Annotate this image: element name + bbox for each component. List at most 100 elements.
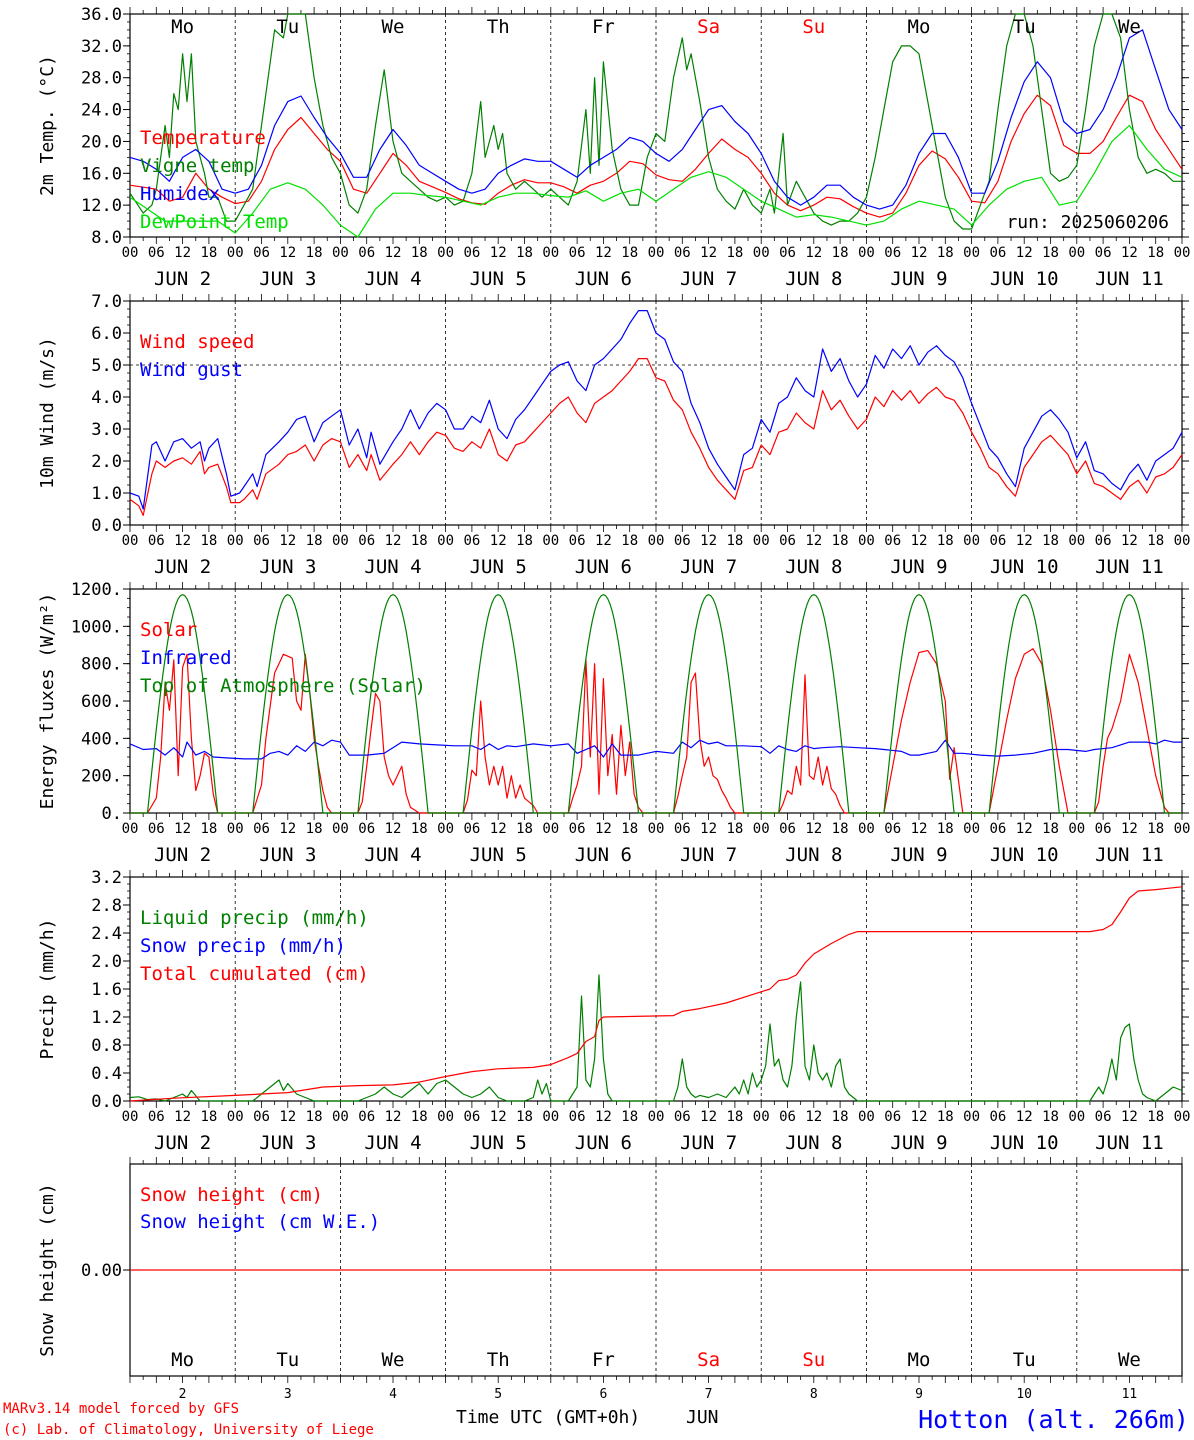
- hour-tick-label: 12: [1016, 533, 1033, 549]
- hour-tick-label: 00: [753, 245, 770, 261]
- hour-tick-label: 00: [437, 821, 454, 837]
- y-tick-label: 3.2: [91, 868, 122, 888]
- hour-tick-label: 06: [253, 245, 270, 261]
- hour-tick-label: 00: [1174, 533, 1191, 549]
- hour-tick-label: 12: [911, 533, 928, 549]
- day-number-label: 2: [179, 1387, 187, 1402]
- date-label: JUN 2: [154, 268, 211, 290]
- legend-entry: Humidex: [140, 183, 220, 205]
- weekday-label-top: We: [1118, 16, 1141, 38]
- hour-tick-label: 12: [490, 245, 507, 261]
- hour-tick-label: 06: [358, 533, 375, 549]
- hour-tick-label: 12: [279, 821, 296, 837]
- hour-tick-label: 06: [1095, 1109, 1112, 1125]
- y-tick-label: 1.2: [91, 1008, 122, 1028]
- hour-tick-label: 00: [542, 821, 559, 837]
- hour-tick-label: 06: [569, 1109, 586, 1125]
- hour-tick-label: 12: [805, 533, 822, 549]
- y-tick-label: 0.: [102, 804, 122, 824]
- hour-tick-label: 00: [963, 821, 980, 837]
- credit-model: MARv3.14 model forced by GFS: [3, 1401, 239, 1417]
- y-tick-label: 16.0: [81, 164, 122, 184]
- series-line-liquid-precip-mm-h-: [129, 974, 1183, 1102]
- date-label: JUN 7: [680, 556, 737, 578]
- y-tick-label: 400.: [81, 729, 122, 749]
- legend-entry: Infrared: [140, 647, 232, 669]
- legend-entry: Top of Atmosphere (Solar): [140, 675, 426, 697]
- credit-lab: (c) Lab. of Climatology, University of L…: [3, 1422, 374, 1438]
- hour-tick-label: 00: [122, 1109, 139, 1125]
- day-number-label: 5: [494, 1387, 502, 1402]
- y-tick-label: 800.: [81, 655, 122, 675]
- series-line-total-cumulated-cm-: [129, 886, 1183, 1102]
- date-label: JUN 9: [890, 268, 947, 290]
- y-tick-label: 600.: [81, 692, 122, 712]
- hour-tick-label: 00: [332, 533, 349, 549]
- y-tick-label: 3.0: [91, 420, 122, 440]
- hour-tick-label: 06: [674, 1109, 691, 1125]
- hour-tick-label: 12: [1016, 245, 1033, 261]
- hour-tick-label: 18: [726, 821, 743, 837]
- hour-tick-label: 06: [1095, 533, 1112, 549]
- y-tick-label: 2.0: [91, 452, 122, 472]
- hour-tick-label: 00: [332, 1109, 349, 1125]
- y-axis-label: 10m Wind (m/s): [37, 337, 58, 489]
- legend-entry: Liquid precip (mm/h): [140, 907, 369, 929]
- hour-tick-label: 06: [463, 1109, 480, 1125]
- hour-tick-label: 18: [516, 821, 533, 837]
- hour-tick-label: 12: [174, 533, 191, 549]
- date-label: JUN 7: [680, 844, 737, 866]
- y-tick-label: 2.4: [91, 924, 122, 944]
- hour-tick-label: 12: [385, 245, 402, 261]
- hour-tick-label: 12: [1121, 821, 1138, 837]
- panel-1: 8.0 12.0 16.0 20.0 24.0 28.0 32.0 36.0 Temperatu…: [37, 5, 1190, 290]
- y-tick-label: 1200.: [71, 580, 122, 600]
- hour-tick-label: 18: [1147, 533, 1164, 549]
- y-tick-label: 32.0: [81, 37, 122, 57]
- hour-tick-label: 12: [700, 245, 717, 261]
- hour-tick-label: 12: [1016, 1109, 1033, 1125]
- hour-tick-label: 06: [884, 533, 901, 549]
- weekday-label-bottom: Sa: [697, 1349, 720, 1371]
- date-label: JUN 8: [785, 556, 842, 578]
- hour-tick-label: 06: [674, 533, 691, 549]
- hour-tick-label: 06: [989, 1109, 1006, 1125]
- date-label: JUN 5: [470, 268, 527, 290]
- hour-tick-label: 00: [858, 821, 875, 837]
- date-label: JUN 9: [890, 556, 947, 578]
- hour-tick-label: 18: [832, 245, 849, 261]
- hour-tick-label: 06: [884, 1109, 901, 1125]
- hour-tick-label: 12: [911, 821, 928, 837]
- date-label: JUN 2: [154, 1132, 211, 1154]
- y-axis-label: 2m Temp. (°C): [37, 55, 58, 196]
- hour-tick-label: 18: [937, 245, 954, 261]
- hour-tick-label: 18: [621, 533, 638, 549]
- date-label: JUN 4: [364, 844, 421, 866]
- panel-frame: [129, 300, 1183, 526]
- hour-tick-label: 06: [148, 821, 165, 837]
- hour-tick-label: 12: [595, 533, 612, 549]
- hour-tick-label: 06: [358, 821, 375, 837]
- hour-tick-label: 00: [227, 821, 244, 837]
- hour-tick-label: 06: [253, 821, 270, 837]
- y-tick-label: 4.0: [91, 388, 122, 408]
- date-label: JUN 2: [154, 844, 211, 866]
- weekday-label-top: Tu: [1013, 16, 1036, 38]
- y-tick-label: 12.0: [81, 196, 122, 216]
- hour-tick-label: 06: [1095, 245, 1112, 261]
- day-number-label: 10: [1016, 1387, 1032, 1402]
- hour-tick-label: 06: [463, 533, 480, 549]
- hour-tick-label: 00: [753, 533, 770, 549]
- hour-tick-label: 00: [1068, 533, 1085, 549]
- hour-tick-label: 12: [700, 821, 717, 837]
- day-number-label: 9: [915, 1387, 923, 1402]
- hour-tick-label: 00: [542, 1109, 559, 1125]
- hour-tick-label: 00: [753, 1109, 770, 1125]
- hour-tick-label: 12: [1121, 533, 1138, 549]
- hour-tick-label: 18: [621, 245, 638, 261]
- y-axis-label: Snow height (cm): [37, 1183, 58, 1356]
- hour-tick-label: 00: [227, 245, 244, 261]
- hour-tick-label: 18: [1042, 245, 1059, 261]
- y-tick-label: 0.0: [91, 1092, 122, 1112]
- weekday-label-bottom: We: [382, 1349, 405, 1371]
